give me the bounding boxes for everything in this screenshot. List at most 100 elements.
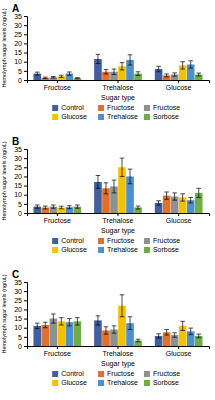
x-tick-label: Glucose (166, 350, 192, 357)
y-tick: 20 (14, 40, 27, 47)
bar (74, 78, 82, 80)
error-bar (51, 314, 56, 323)
legend-label: Glucose (61, 246, 87, 253)
plot-area (33, 158, 202, 213)
bar (41, 325, 49, 346)
error-bar (120, 158, 125, 176)
x-axis: Fructose Trehalose Glucose (28, 213, 210, 224)
error-bar (156, 201, 161, 205)
error-bar (196, 73, 201, 76)
error-bar (128, 55, 133, 65)
y-tick: 0 (18, 343, 27, 350)
x-tick: Fructose (44, 80, 71, 91)
y-axis-title: Hemolymph sugar levels (ng/uL) (1, 8, 7, 87)
legend-swatch (144, 105, 150, 111)
legend-swatch (98, 114, 104, 120)
legend-label: Control (61, 370, 84, 377)
y-tick-mark (24, 43, 27, 44)
y-tick-mark (24, 16, 27, 17)
y-tick-label: 25 (14, 297, 22, 304)
y-axis-line (24, 283, 28, 347)
y-tick-mark (24, 213, 27, 214)
error-bar (59, 318, 64, 325)
y-tick: 25 (14, 164, 27, 171)
y-tick: 5 (18, 201, 27, 208)
error-bar (75, 205, 80, 208)
y-tick-mark (24, 204, 27, 205)
y-tick-mark (24, 186, 27, 187)
x-tick-mark (178, 213, 179, 216)
legend-label: Glucose (61, 379, 87, 386)
y-tick-mark (24, 62, 27, 63)
legend-item: Sorbose (144, 379, 179, 386)
x-tick-label: Glucose (166, 217, 192, 224)
error-bar (136, 339, 141, 342)
legend-item: Fructose (98, 370, 134, 377)
x-axis-line (28, 347, 210, 350)
x-tick-mark (57, 80, 58, 83)
error-bar (172, 193, 177, 200)
plot-area (33, 295, 202, 346)
legend-swatch (52, 371, 58, 377)
legend-label: Glucose (61, 113, 87, 120)
panel: 05101520253035FructoseTrehaloseGlucoseBS… (1, 136, 210, 253)
error-bar (96, 316, 101, 325)
error-bar (35, 72, 40, 75)
error-bar (59, 206, 64, 209)
bar-series (41, 70, 170, 80)
x-tick-label: Trehalose (103, 84, 134, 91)
y-tick: 10 (14, 191, 27, 198)
legend-item: Glucose (52, 246, 87, 253)
y-tick: 20 (14, 306, 27, 313)
bar-series (41, 322, 170, 346)
legend-label: Control (61, 104, 84, 111)
y-tick-label: 20 (14, 40, 22, 47)
error-bar (156, 334, 161, 338)
legend-item: Fructose (144, 237, 180, 244)
y-tick-label: 0 (18, 210, 22, 217)
error-bar (35, 323, 40, 328)
error-bar (172, 73, 177, 76)
y-tick-mark (24, 25, 27, 26)
error-bar (104, 327, 109, 334)
legend-label: Sorbose (153, 246, 179, 253)
legend-label: Sorbose (153, 379, 179, 386)
x-tick: Trehalose (103, 213, 134, 224)
y-tick-label: 30 (14, 288, 22, 295)
y-tick-mark (24, 319, 27, 320)
x-tick: Glucose (166, 213, 192, 224)
y-tick: 30 (14, 288, 27, 295)
legend-swatch (52, 247, 58, 253)
y-tick-label: 30 (14, 22, 22, 29)
y-tick-mark (24, 176, 27, 177)
error-bar (164, 192, 169, 199)
legend-swatch (144, 238, 150, 244)
legend-item: Fructose (98, 237, 134, 244)
x-tick: Fructose (44, 346, 71, 357)
legend-item: Control (52, 104, 84, 111)
x-tick: Fructose (44, 213, 71, 224)
x-tick: Glucose (166, 346, 192, 357)
y-tick-mark (24, 309, 27, 310)
error-bar (136, 206, 141, 209)
error-bar (188, 61, 193, 68)
y-tick-mark (24, 71, 27, 72)
y-axis-line (24, 150, 28, 214)
y-tick: 20 (14, 173, 27, 180)
bar-series (41, 183, 170, 213)
legend-label: Trehalose (107, 379, 138, 386)
x-tick-label: Fructose (44, 217, 71, 224)
error-bar (75, 318, 80, 325)
y-tick-label: 10 (14, 58, 22, 65)
error-bar (136, 72, 141, 76)
y-tick-label: 10 (14, 324, 22, 331)
legend-label: Trehalose (107, 246, 138, 253)
error-bar (43, 206, 48, 209)
y-tick-label: 0 (18, 77, 22, 84)
legend-swatch (52, 380, 58, 386)
legend-item: Glucose (52, 379, 87, 386)
bar (41, 78, 49, 80)
error-bar (43, 77, 48, 78)
y-tick-label: 15 (14, 49, 22, 56)
y-tick-label: 30 (14, 155, 22, 162)
